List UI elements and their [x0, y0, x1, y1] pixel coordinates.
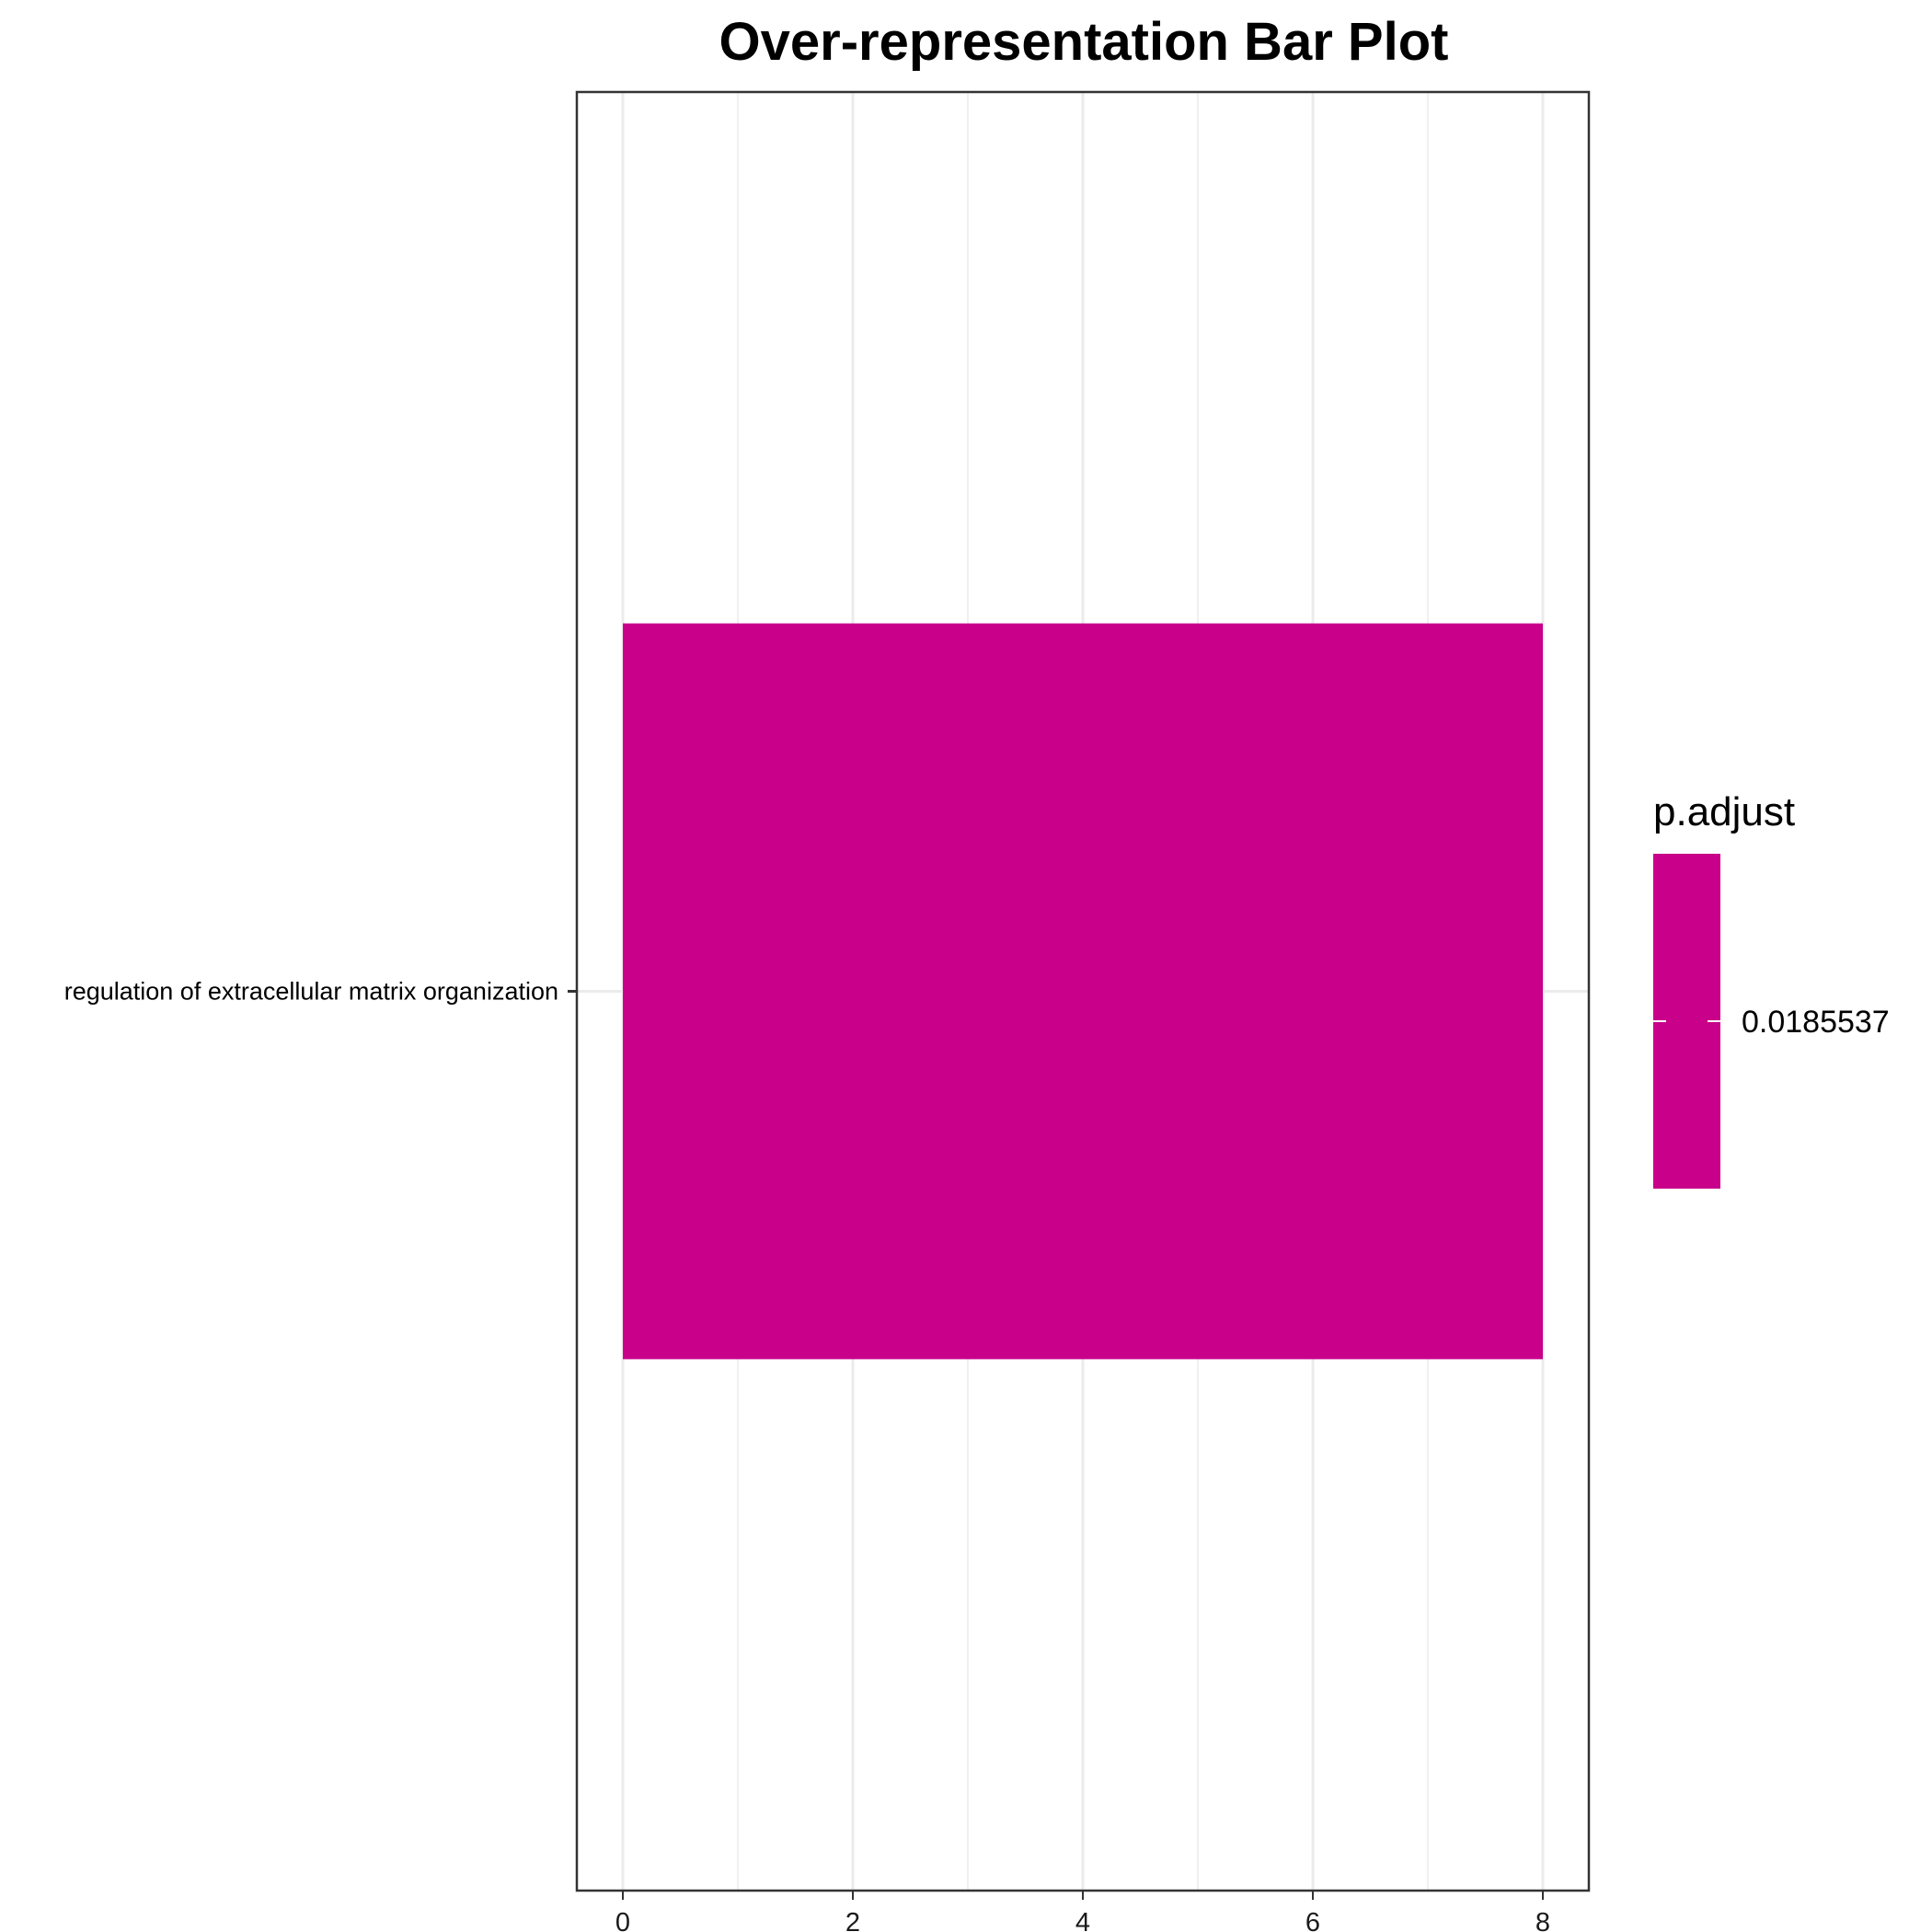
- bar: [623, 623, 1543, 1360]
- chart-title: Over-representation Bar Plot: [719, 12, 1449, 72]
- x-tick-label: 6: [1305, 1908, 1320, 1932]
- legend-label: 0.0185537: [1742, 1005, 1890, 1040]
- x-axis: 0 2 4 6 8: [615, 1891, 1550, 1932]
- x-tick-label: 0: [615, 1908, 630, 1932]
- bars: [623, 623, 1543, 1360]
- x-tick-label: 2: [845, 1908, 860, 1932]
- x-tick-label: 4: [1075, 1908, 1090, 1932]
- plot-panel: [575, 90, 1591, 1892]
- y-tick-label: regulation of extracellular matrix organ…: [64, 978, 558, 1006]
- x-tick-label: 8: [1535, 1908, 1550, 1932]
- legend-title: p.adjust: [1653, 789, 1795, 834]
- y-axis: regulation of extracellular matrix organ…: [64, 978, 577, 1006]
- legend: p.adjust 0.0185537: [1653, 789, 1890, 1189]
